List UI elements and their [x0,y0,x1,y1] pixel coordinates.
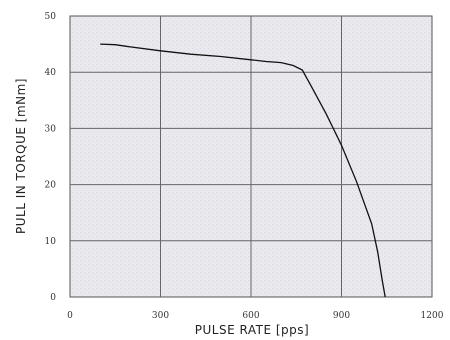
y-tick-label: 20 [45,181,57,191]
x-tick-label: 1200 [421,311,444,321]
y-tick-labels: 0 10 20 30 40 50 [45,12,57,303]
y-tick-label: 0 [50,293,56,303]
x-tick-label: 600 [242,311,259,321]
x-tick-label: 900 [333,311,350,321]
x-tick-label: 0 [67,311,73,321]
y-tick-label: 50 [45,12,57,22]
y-axis-title: PULL IN TORQUE [mNm] [14,78,28,234]
y-tick-label: 30 [45,124,57,134]
x-tick-label: 300 [152,311,169,321]
gridlines [70,16,432,297]
torque-curve [100,43,386,298]
y-tick-label: 10 [45,237,57,247]
x-tick-labels: 0 300 600 900 1200 [67,311,444,321]
x-axis-title: PULSE RATE [pps] [195,323,309,337]
y-tick-label: 40 [45,68,57,78]
